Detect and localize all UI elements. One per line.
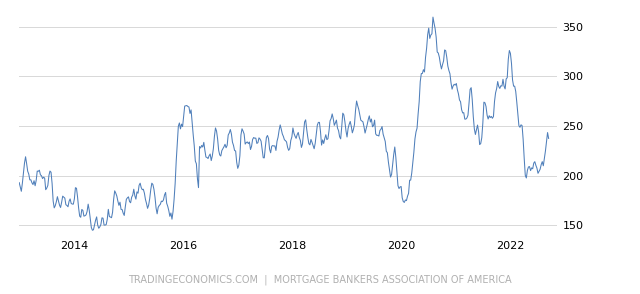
Text: TRADINGECONOMICS.COM  |  MORTGAGE BANKERS ASSOCIATION OF AMERICA: TRADINGECONOMICS.COM | MORTGAGE BANKERS …: [128, 274, 512, 285]
